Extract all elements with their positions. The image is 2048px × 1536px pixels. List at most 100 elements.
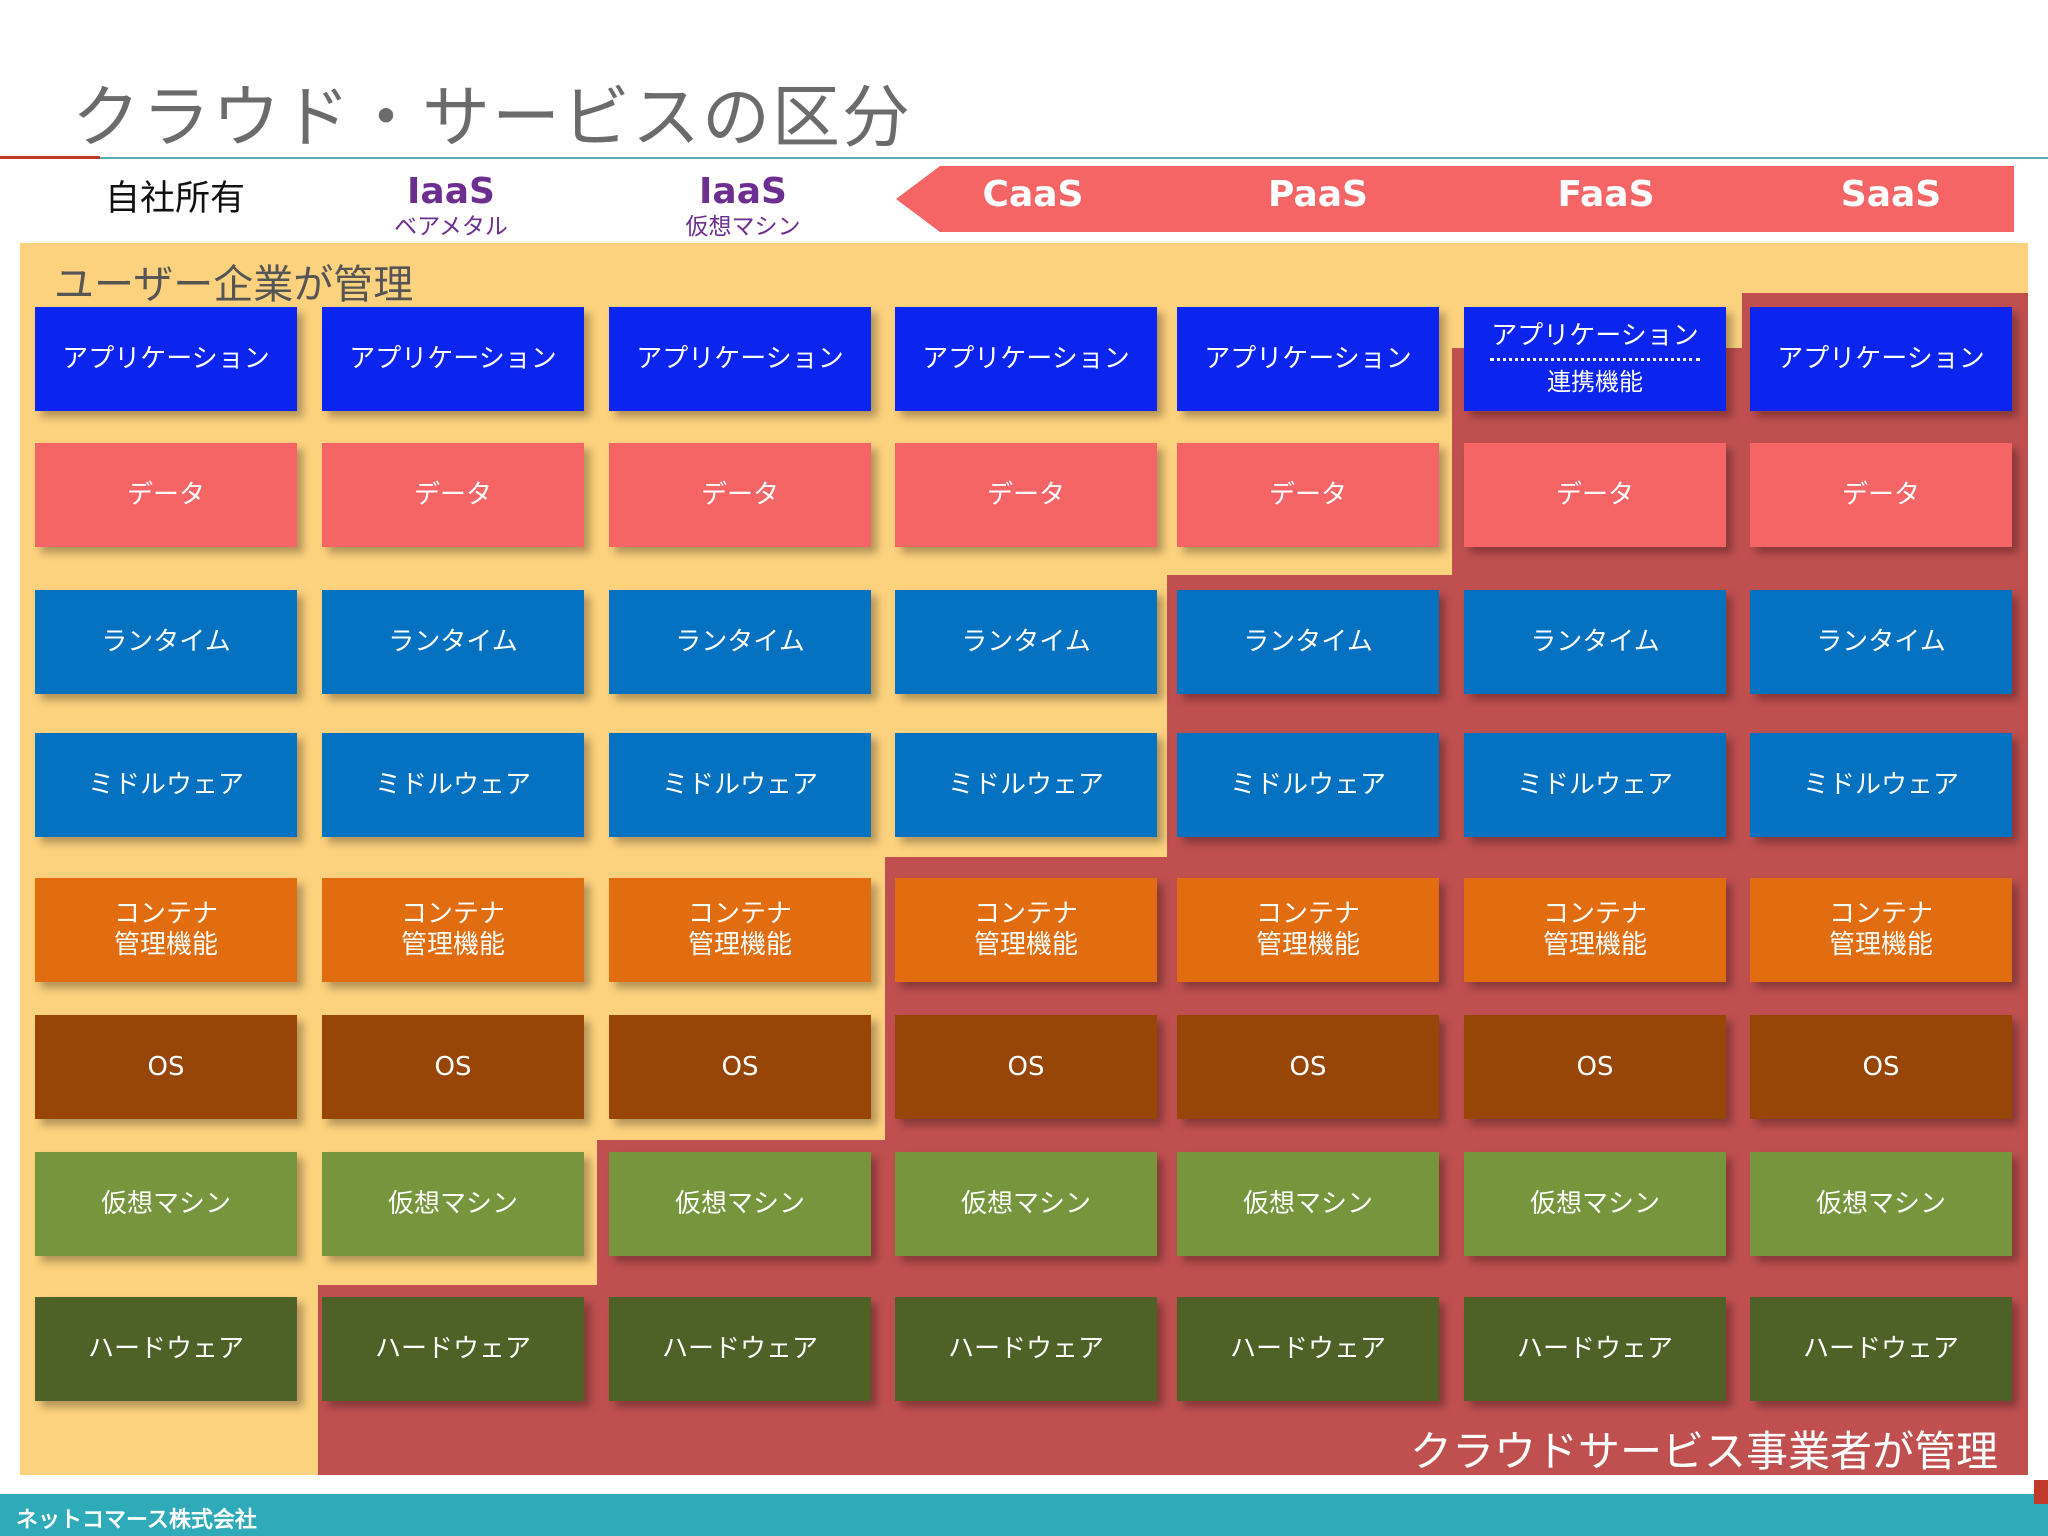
cell-label: ランタイム [1243,626,1373,657]
cell-label: 仮想マシン [1529,1188,1660,1219]
cell-label: ランタイム [1530,626,1660,657]
cell-label: OS [1007,1051,1045,1082]
cell-label: 管理機能 [973,930,1078,960]
layer-runtime-col-2: ランタイム [609,590,871,694]
layer-data-col-5: データ [1464,443,1726,547]
cell-label: コンテナ [400,899,505,929]
layer-application-col-1: アプリケーション [322,307,584,411]
layer-application-col-4: アプリケーション [1177,307,1439,411]
layer-container-management-col-3: コンテナ 管理機能 [895,878,1157,982]
cell-label: コンテナ [973,899,1078,929]
cell-sublabel: 連携機能 [1547,367,1643,396]
layer-container-management-col-5: コンテナ 管理機能 [1464,878,1726,982]
cell-label: アプリケーション [349,343,557,374]
layer-middleware-col-4: ミドルウェア [1177,733,1439,837]
cell-label: 管理機能 [1542,930,1647,960]
column-header-on-premise: 自社所有 [104,179,245,219]
footer-accent [2034,1480,2048,1504]
cell-label: 仮想マシン [100,1188,231,1219]
layer-runtime-col-5: ランタイム [1464,590,1726,694]
iaas-label: IaaS [407,171,495,212]
cell-label: OS [1289,1051,1327,1082]
cell-label: ランタイム [675,626,805,657]
layer-runtime-col-0: ランタイム [35,590,297,694]
layer-runtime-col-3: ランタイム [895,590,1157,694]
provider-managed-label: クラウドサービス事業者が管理 [1409,1427,1998,1476]
cell-label: データ [413,479,492,510]
layer-middleware-col-1: ミドルウェア [322,733,584,837]
cell-label: データ [1268,479,1347,510]
layer-application-col-2: アプリケーション [609,307,871,411]
cell-label: データ [126,479,205,510]
cell-label: ミドルウェア [1516,769,1673,800]
layer-hardware-col-4: ハードウェア [1177,1297,1439,1401]
cell-label: コンテナ [1255,899,1360,929]
cell-label: OS [147,1051,185,1082]
cell-label: データ [1841,479,1920,510]
cell-label: ハードウェア [947,1333,1104,1364]
cell-label: ミドルウェア [374,769,531,800]
layer-middleware-col-5: ミドルウェア [1464,733,1726,837]
cell-label: ハードウェア [1802,1333,1959,1364]
layer-container-management-col-4: コンテナ 管理機能 [1177,878,1439,982]
cell-label: OS [721,1051,759,1082]
layer-os-col-1: OS [322,1015,584,1119]
cell-label: アプリケーション [922,343,1130,374]
cell-label: 管理機能 [687,930,792,960]
layer-data-col-0: データ [35,443,297,547]
layer-application-col-0: アプリケーション [35,307,297,411]
layer-middleware-col-2: ミドルウェア [609,733,871,837]
cell-label: 管理機能 [1828,930,1933,960]
column-header-saas: SaaS [1840,174,1942,215]
layer-container-management-col-2: コンテナ 管理機能 [609,878,871,982]
cell-label: コンテナ [113,899,218,929]
cell-label: ミドルウェア [947,769,1104,800]
layer-middleware-col-3: ミドルウェア [895,733,1157,837]
cell-label: ミドルウェア [661,769,818,800]
cell-label: ハードウェア [374,1333,531,1364]
cell-label: ランタイム [961,626,1091,657]
layer-virtual-machine-col-2: 仮想マシン [609,1152,871,1256]
cell-label: データ [986,479,1065,510]
layer-virtual-machine-col-0: 仮想マシン [35,1152,297,1256]
cell-label: アプリケーション [62,343,270,374]
layer-virtual-machine-col-4: 仮想マシン [1177,1152,1439,1256]
layer-middleware-col-6: ミドルウェア [1750,733,2012,837]
cell-label: ミドルウェア [1802,769,1959,800]
cell-label: 仮想マシン [1815,1188,1946,1219]
column-header-iaas-vm: IaaS 仮想マシン [623,172,863,242]
cell-label: 仮想マシン [960,1188,1091,1219]
layer-hardware-col-0: ハードウェア [35,1297,297,1401]
column-header-iaas-baremetal: IaaS ベアメタル [331,172,571,242]
iaas-sublabel: ベアメタル [394,214,508,240]
cell-label: 管理機能 [113,930,218,960]
layer-container-management-col-1: コンテナ 管理機能 [322,878,584,982]
layer-hardware-col-5: ハードウェア [1464,1297,1726,1401]
cell-label: OS [1862,1051,1900,1082]
layer-application-col-6: アプリケーション [1750,307,2012,411]
layer-data-col-2: データ [609,443,871,547]
cell-label: ランタイム [388,626,518,657]
layer-data-col-3: データ [895,443,1157,547]
layer-os-col-3: OS [895,1015,1157,1119]
footer-bar [0,1494,2048,1536]
layer-hardware-col-1: ハードウェア [322,1297,584,1401]
layer-runtime-col-6: ランタイム [1750,590,2012,694]
column-header-caas: CaaS [982,174,1084,215]
page-title: クラウド・サービスの区分 [72,79,913,158]
layer-container-management-col-6: コンテナ 管理機能 [1750,878,2012,982]
user-managed-label: ユーザー企業が管理 [54,262,414,308]
company-name: ネットコマース株式会社 [16,1508,257,1533]
cell-label: ハードウェア [87,1333,244,1364]
cell-label: ミドルウェア [87,769,244,800]
cell-label: アプリケーション [1204,343,1412,374]
cell-label: アプリケーション [636,343,844,374]
layer-os-col-4: OS [1177,1015,1439,1119]
layer-runtime-col-4: ランタイム [1177,590,1439,694]
layer-virtual-machine-col-3: 仮想マシン [895,1152,1157,1256]
layer-virtual-machine-col-1: 仮想マシン [322,1152,584,1256]
cell-label: 管理機能 [400,930,505,960]
layer-application-col-3: アプリケーション [895,307,1157,411]
iaas-sublabel: 仮想マシン [685,214,801,240]
cell-label: OS [434,1051,472,1082]
